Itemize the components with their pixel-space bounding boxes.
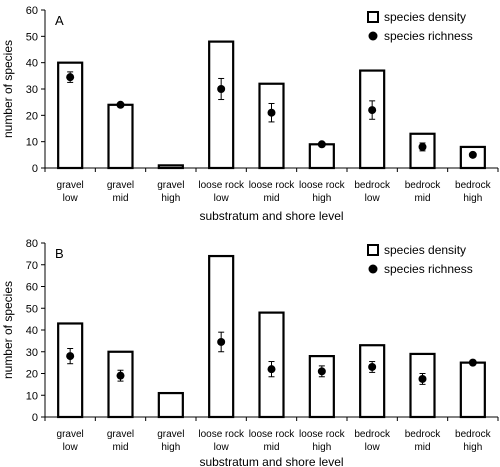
x-tick-label: bedrock <box>455 429 492 440</box>
point-species-richness <box>116 100 125 109</box>
legend-label: species density <box>384 243 466 257</box>
bar-species-density <box>57 322 84 419</box>
x-tick-label: gravel <box>57 429 84 440</box>
bar-species-density <box>359 344 386 419</box>
point-species-richness <box>66 73 75 82</box>
bar-species-density <box>107 350 134 419</box>
bar-species-density <box>308 355 335 419</box>
y-tick-label: 20 <box>26 110 38 122</box>
y-tick-label: 30 <box>26 347 38 359</box>
x-tick-label: gravel <box>107 429 134 440</box>
point-species-richness <box>267 108 276 117</box>
legend-swatch-species-richness <box>368 31 378 41</box>
x-tick-label: low <box>63 193 79 204</box>
point-species-richness <box>368 106 377 115</box>
panel-label: B <box>55 246 64 261</box>
x-tick-label: loose rock <box>249 429 296 440</box>
legend-swatch-species-richness <box>368 264 378 274</box>
panel-label: A <box>55 13 64 28</box>
legend: species density species richness <box>367 243 473 276</box>
y-tick-label: 60 <box>26 5 38 17</box>
point-species-richness <box>368 362 377 371</box>
x-tick-label: mid <box>414 442 430 453</box>
y-tick-label: 60 <box>26 282 38 294</box>
bar-species-density <box>359 69 386 170</box>
y-tick-label: 0 <box>32 412 38 424</box>
x-tick-label: gravel <box>157 180 184 191</box>
y-axis-title: number of species <box>1 281 15 379</box>
x-tick-label: high <box>312 193 331 204</box>
point-species-richness <box>217 337 226 346</box>
bar-species-density <box>157 164 184 170</box>
bar-species-density <box>459 361 486 419</box>
chart-panel-b: 0 10 20 30 40 50 60 70 80 gravel low gravel mid grave… <box>1 238 499 467</box>
bar-species-density <box>258 82 285 170</box>
legend-label: species richness <box>384 262 473 276</box>
bar-species-density <box>208 40 235 170</box>
point-species-richness <box>116 371 125 380</box>
y-tick-label: 50 <box>26 31 38 43</box>
point-species-richness <box>267 365 276 374</box>
point-species-richness <box>418 374 427 383</box>
point-species-richness <box>468 358 477 367</box>
legend: species density species richness <box>367 10 473 43</box>
x-tick-label: bedrock <box>354 180 391 191</box>
x-tick-label: loose rock <box>198 429 245 440</box>
x-tick-label: high <box>161 442 180 453</box>
x-tick-label: bedrock <box>455 180 492 191</box>
x-tick-label: mid <box>263 442 279 453</box>
x-tick-label: mid <box>112 442 128 453</box>
bar-species-density <box>409 352 436 419</box>
point-species-richness <box>66 352 75 361</box>
x-tick-label: gravel <box>57 180 84 191</box>
x-tick-label: high <box>463 193 482 204</box>
x-tick-label: high <box>463 442 482 453</box>
bar-species-density <box>107 103 134 170</box>
x-tick-label: bedrock <box>405 180 442 191</box>
x-tick-label: loose rock <box>299 180 346 191</box>
y-tick-label: 10 <box>26 390 38 402</box>
y-tick-label: 10 <box>26 137 38 149</box>
legend-label: species richness <box>384 29 473 43</box>
point-species-richness <box>317 367 326 376</box>
y-tick-label: 40 <box>26 58 38 70</box>
x-tick-label: bedrock <box>354 429 391 440</box>
legend-label: species density <box>384 10 466 24</box>
x-tick-label: loose rock <box>249 180 296 191</box>
x-tick-label: low <box>63 442 79 453</box>
bar-species-density <box>157 391 184 419</box>
x-axis-title: substratum and shore level <box>199 455 343 467</box>
point-species-richness <box>317 140 326 149</box>
x-tick-label: high <box>161 193 180 204</box>
x-tick-label: low <box>365 193 381 204</box>
x-tick-label: low <box>214 442 230 453</box>
x-tick-label: mid <box>112 193 128 204</box>
y-tick-label: 0 <box>32 163 38 175</box>
y-axis-title: number of species <box>1 40 15 138</box>
x-axis-title: substratum and shore level <box>199 209 343 223</box>
x-tick-label: gravel <box>107 180 134 191</box>
y-tick-label: 40 <box>26 325 38 337</box>
point-species-richness <box>468 150 477 159</box>
point-species-richness <box>418 142 427 151</box>
x-tick-label: high <box>312 442 331 453</box>
point-species-richness <box>217 85 226 93</box>
x-tick-label: low <box>365 442 381 453</box>
x-tick-label: mid <box>414 193 430 204</box>
y-tick-label: 30 <box>26 84 38 96</box>
x-tick-label: loose rock <box>198 180 245 191</box>
x-tick-label: bedrock <box>405 429 442 440</box>
y-tick-label: 80 <box>26 238 38 250</box>
chart-panel-a: 0 10 20 30 40 50 60 gravel low gravel mid gravel hig… <box>1 5 499 223</box>
x-tick-label: gravel <box>157 429 184 440</box>
x-tick-label: mid <box>263 193 279 204</box>
legend-swatch-species-density <box>367 11 379 23</box>
y-tick-label: 70 <box>26 260 38 272</box>
x-tick-label: loose rock <box>299 429 346 440</box>
x-tick-label: low <box>214 193 230 204</box>
y-tick-label: 20 <box>26 369 38 381</box>
legend-swatch-species-density <box>367 244 379 256</box>
y-tick-label: 50 <box>26 303 38 315</box>
